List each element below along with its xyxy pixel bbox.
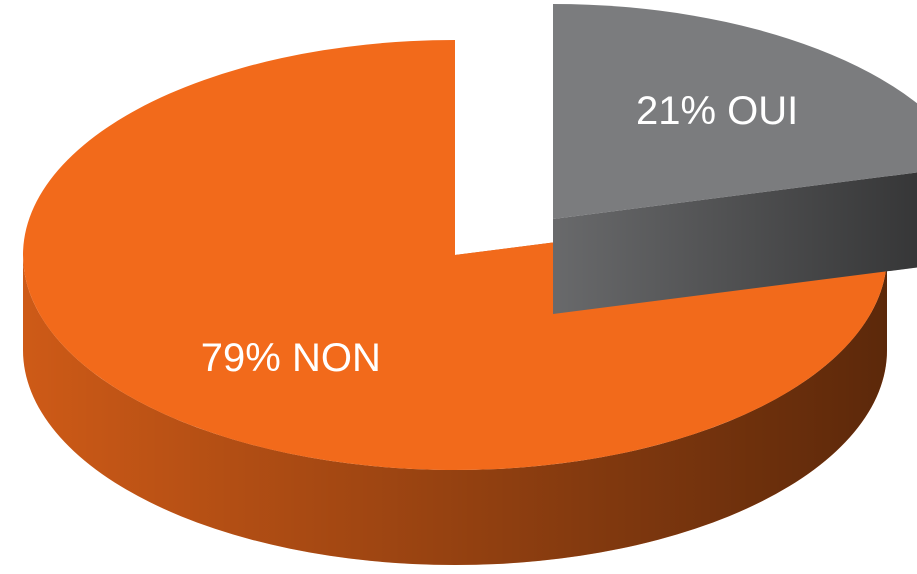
pie-slice (23, 40, 888, 471)
slice-label: 21% OUI (636, 89, 798, 133)
pie-slice (553, 4, 917, 219)
slice-label: 79% NON (201, 336, 381, 380)
slice-cut-wall-shade (553, 172, 917, 314)
slice-side-wall-shade (23, 255, 887, 565)
